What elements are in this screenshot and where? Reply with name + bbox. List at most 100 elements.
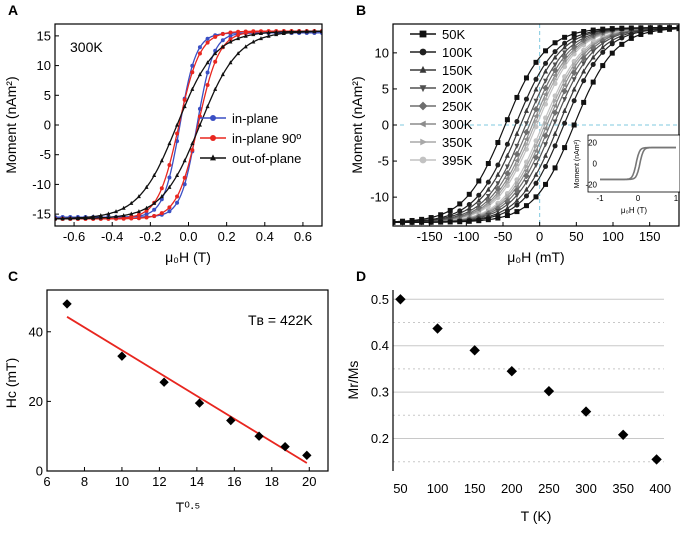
- inset-y-label: Moment (nAm²): [574, 140, 581, 189]
- panel-b-marker: [609, 37, 615, 43]
- panel-a-marker: [197, 122, 202, 127]
- panel-d-grid: [393, 298, 664, 463]
- panel-a-curve-in-plane-90-: [55, 30, 322, 220]
- panel-b-marker: [419, 216, 425, 222]
- panel-b-marker: [552, 62, 558, 68]
- panel-c-points: [62, 299, 312, 464]
- panel-a-marker: [205, 36, 210, 41]
- panel-label-c: C: [8, 268, 18, 284]
- legend-label: 395K: [442, 153, 473, 168]
- panel-b-marker: [542, 84, 549, 92]
- inset-x-tick: 1: [674, 194, 679, 203]
- panel-a-marker: [205, 60, 210, 65]
- panel-b-marker: [466, 205, 472, 211]
- panel-b-marker: [523, 203, 529, 209]
- panel-a-marker: [60, 216, 65, 221]
- panel-a-marker: [236, 29, 241, 34]
- panel-b-marker: [562, 120, 568, 126]
- panel-a-marker: [98, 215, 103, 220]
- panel-b-marker: [553, 98, 559, 104]
- x-tick-label: 0.4: [256, 229, 274, 244]
- panel-a-marker: [121, 213, 126, 218]
- x-tick-label: 18: [265, 474, 279, 489]
- panel-a-marker: [213, 34, 218, 39]
- panel-b-marker: [552, 119, 558, 125]
- panel-b-marker: [571, 86, 577, 92]
- panel-b-marker: [581, 78, 587, 84]
- panel-b-marker: [523, 75, 529, 81]
- panel-b-marker: [571, 122, 577, 128]
- x-tick-label: 10: [115, 474, 129, 489]
- panel-b-marker: [542, 126, 548, 132]
- panel-a-marker: [144, 215, 149, 220]
- panel-b-marker: [562, 50, 568, 56]
- inset-y-tick: 20: [588, 138, 597, 147]
- panel-a-marker: [274, 32, 279, 37]
- panel-b-marker: [447, 212, 453, 218]
- panel-b-marker: [504, 176, 510, 182]
- panel-a-marker: [213, 86, 218, 91]
- panel-b-marker: [513, 157, 519, 163]
- inset-x-tick: -1: [596, 194, 604, 203]
- panel-b-marker: [619, 41, 625, 47]
- panel-b-y-axis: -10 -5 0 5 10: [370, 45, 397, 205]
- panel-b-y-label: Moment (nAm²): [349, 76, 365, 173]
- legend-label: in-plane: [232, 111, 278, 126]
- panel-b-marker: [523, 168, 529, 174]
- panel-b-marker: [447, 219, 453, 225]
- panel-b-marker: [476, 203, 482, 209]
- panel-b-marker: [543, 96, 549, 102]
- panel-a-marker: [182, 104, 187, 109]
- panel-b-marker: [524, 141, 530, 147]
- panel-b-marker: [609, 41, 615, 47]
- panel-b-marker: [447, 207, 453, 213]
- panel-b-marker: [628, 31, 634, 37]
- panel-b-marker: [533, 76, 539, 82]
- panel-a-marker: [220, 31, 225, 36]
- panel-d-point: [469, 345, 480, 356]
- y-tick-label: 15: [37, 28, 51, 43]
- panel-b-inset: -1 0 1 -20 0 20 μ₀H (T) Moment (nAm²): [574, 134, 680, 215]
- x-tick-label: 150: [464, 481, 486, 496]
- panel-b-marker: [457, 208, 463, 214]
- panel-a-marker: [205, 83, 210, 88]
- panel-b-marker: [562, 44, 568, 50]
- x-tick-label: 8: [81, 474, 88, 489]
- panel-a-marker: [167, 205, 172, 210]
- panel-a-marker: [236, 36, 241, 41]
- panel-a-marker: [190, 70, 195, 75]
- panel-c-point: [226, 415, 236, 426]
- panel-b-marker: [600, 41, 606, 47]
- panel-c-point: [194, 398, 205, 408]
- panel-a-marker: [266, 30, 271, 35]
- panel-b-marker: [561, 57, 567, 63]
- panel-b-marker: [523, 107, 529, 113]
- panel-b-marker: [562, 78, 568, 84]
- panel-b-marker: [514, 193, 520, 199]
- panel-a-marker: [251, 39, 256, 44]
- panel-a-marker: [68, 216, 73, 221]
- panel-a-curve-out-of-plane: [55, 30, 322, 220]
- panel-a-marker: [136, 216, 141, 221]
- x-tick-label: -0.4: [101, 229, 123, 244]
- panel-b-marker: [666, 26, 672, 32]
- panel-b-marker: [428, 219, 434, 225]
- panel-a-marker: [152, 200, 157, 205]
- x-tick-label: 100: [427, 481, 449, 496]
- legend-marker: [418, 101, 428, 111]
- panel-b-marker: [590, 61, 596, 67]
- panel-b-marker: [542, 91, 548, 97]
- y-tick-label: 0: [44, 118, 51, 133]
- legend-marker: [210, 154, 216, 161]
- panel-b-marker: [590, 54, 596, 60]
- legend-label: 200K: [442, 81, 473, 96]
- panel-b-marker: [562, 34, 568, 40]
- legend-marker: [420, 138, 428, 146]
- x-tick-label: 200: [501, 481, 523, 496]
- panel-b-marker: [600, 63, 606, 69]
- panel-b-marker: [485, 217, 491, 223]
- panel-a-marker: [83, 216, 88, 221]
- panel-b-marker: [534, 143, 539, 149]
- panel-a-marker: [258, 36, 263, 41]
- panel-b-marker: [628, 25, 634, 31]
